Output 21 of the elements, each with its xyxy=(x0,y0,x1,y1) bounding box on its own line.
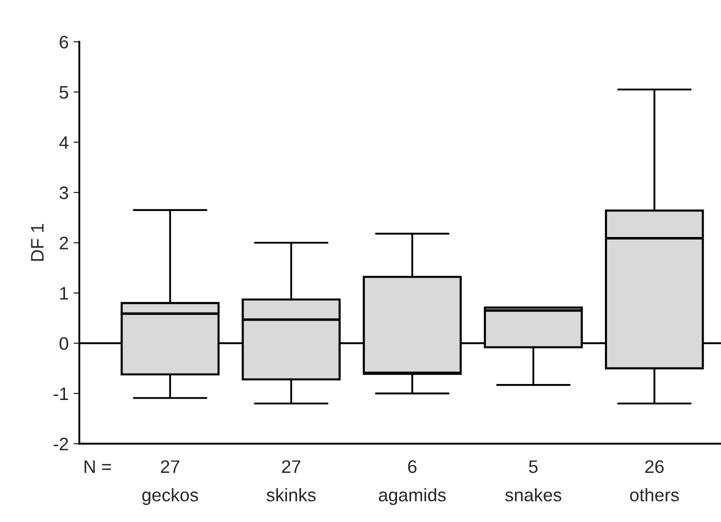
y-tick-label: 2 xyxy=(60,236,68,250)
y-tick-label: 6 xyxy=(60,36,68,48)
text: 5 xyxy=(529,460,538,474)
y-tick-label: 3 xyxy=(60,186,68,200)
y-tick-label: -1 xyxy=(54,388,68,400)
y-tick-label: -2 xyxy=(54,438,68,450)
x-tick-label: snakes xyxy=(505,488,562,502)
y-tick-label: 0 xyxy=(60,337,68,350)
y-tick-label: 5 xyxy=(60,86,68,99)
x-tick-label: skinks xyxy=(266,488,316,502)
text: 6 xyxy=(408,460,416,474)
x-tick-label: agamids xyxy=(378,488,446,505)
y-axis-title: DF 1 xyxy=(31,224,44,261)
y-tick-label: 4 xyxy=(59,136,68,149)
text: 26 xyxy=(645,460,664,474)
text: 27 xyxy=(282,460,300,473)
y-tick-label: 1 xyxy=(60,287,68,300)
x-tick-label: others xyxy=(630,488,679,502)
x-tick-label: geckos xyxy=(142,488,198,505)
text: 27 xyxy=(160,460,180,473)
text: N = xyxy=(84,460,111,473)
